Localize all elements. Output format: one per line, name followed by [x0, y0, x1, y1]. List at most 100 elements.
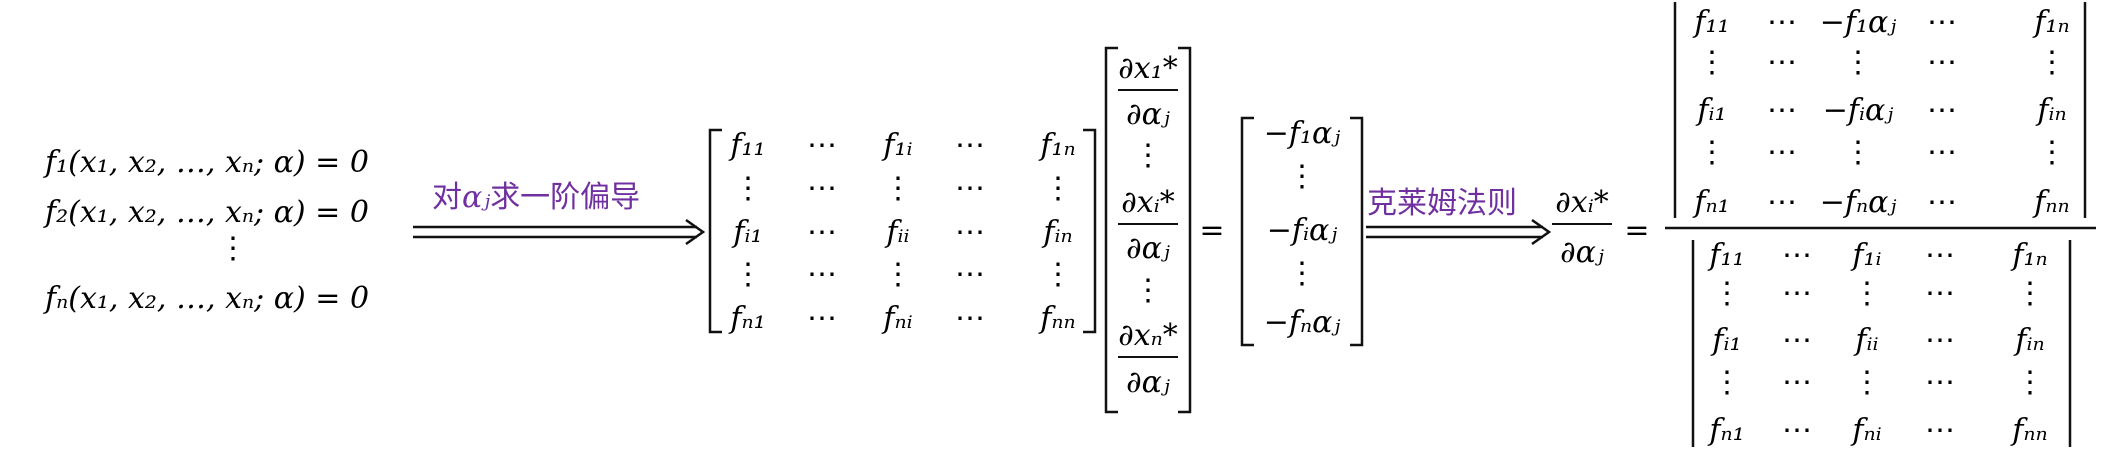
arrow2-label: 克莱姆法则	[1367, 186, 1517, 221]
arrow1-label-post: 求一阶偏导	[490, 180, 640, 215]
num-det-cell-r5-c1: fₙ₁	[1692, 185, 1729, 220]
num-det-cell-r4-c5: ⋮	[2037, 135, 2067, 170]
arrow1-label: 对αⱼ求一阶偏导	[432, 180, 640, 215]
arrow-differentiate: 对αⱼ求一阶偏导	[413, 180, 706, 246]
den-det-cell-r5-c4: ⋯	[1925, 413, 1955, 448]
jacobian-cell-r4-c2: ⋯	[807, 257, 837, 292]
unknown-i-denominator: ∂αⱼ	[1126, 231, 1170, 266]
den-det-cell-r3-c4: ⋯	[1925, 323, 1955, 358]
equation-n: fₙ(x₁, x₂, …, xₙ; α) = 0	[43, 281, 369, 316]
unknown-1-denominator: ∂αⱼ	[1126, 97, 1170, 132]
num-det-cell-r1-c4: ⋯	[1927, 5, 1957, 40]
jacobian-cell-r3-c1: fᵢ₁	[731, 215, 762, 250]
result-derivative: ∂xᵢ* ∂αⱼ	[1552, 185, 1612, 270]
den-det-cell-r1-c2: ⋯	[1782, 238, 1812, 273]
den-det-cells: f₁₁ ⋯ f₁ᵢ ⋯ f₁ₙ⋮ ⋯ ⋮ ⋯ ⋮fᵢ₁ ⋯ fᵢᵢ ⋯ fᵢₙ⋮ ⋯ ⋮ ⋯ ⋮fₙ₁ ⋯ fₙᵢ ⋯…	[1707, 238, 2047, 448]
den-det-cell-r5-c3: fₙᵢ	[1850, 413, 1881, 448]
equation-system: f₁(x₁, x₂, …, xₙ; α) = 0 f₂(x₁, x₂, …, x…	[43, 145, 369, 316]
unknown-left-bracket	[1104, 46, 1118, 414]
denominator-determinant: f₁₁ ⋯ f₁ᵢ ⋯ f₁ₙ⋮ ⋯ ⋮ ⋯ ⋮fᵢ₁ ⋯ fᵢᵢ ⋯ fᵢₙ⋮ ⋯ ⋮ ⋯ ⋮fₙ₁ ⋯ fₙᵢ ⋯…	[1691, 238, 2072, 448]
num-det-cell-r2-c4: ⋯	[1927, 45, 1957, 80]
unknown-n-denominator: ∂αⱼ	[1126, 365, 1170, 400]
num-det-cell-r3-c3: −fᵢαⱼ	[1823, 93, 1894, 128]
equation-2: f₂(x₁, x₂, …, xₙ; α) = 0	[43, 195, 369, 230]
equals-sign-2: =	[1624, 213, 1649, 248]
num-det-cell-r2-c2: ⋯	[1767, 45, 1797, 80]
num-det-cell-r2-c5: ⋮	[2037, 45, 2067, 80]
den-det-cell-r4-c3: ⋮	[1852, 365, 1882, 400]
num-det-cell-r4-c3: ⋮	[1843, 135, 1873, 170]
den-det-cell-r4-c1: ⋮	[1712, 365, 1742, 400]
rhs-row-1: −f₁αⱼ	[1264, 116, 1341, 151]
den-det-cell-r2-c4: ⋯	[1925, 276, 1955, 311]
jacobian-cell-r2-c1: ⋮	[733, 171, 763, 206]
jacobian-cell-r5-c5: fₙₙ	[1038, 301, 1075, 336]
den-det-cell-r4-c2: ⋯	[1782, 365, 1812, 400]
arrow-cramer: 克莱姆法则	[1366, 186, 1552, 246]
num-det-cell-r5-c2: ⋯	[1767, 185, 1797, 220]
num-det-cell-r1-c5: f₁ₙ	[2032, 5, 2069, 40]
jacobian-cell-r5-c4: ⋯	[955, 301, 985, 336]
num-det-cell-r3-c1: fᵢ₁	[1695, 93, 1726, 128]
den-det-cell-r1-c1: f₁₁	[1707, 238, 1744, 273]
equation-1: f₁(x₁, x₂, …, xₙ; α) = 0	[43, 145, 369, 180]
jacobian-cell-r3-c3: fᵢᵢ	[884, 215, 909, 250]
jacobian-left-bracket	[708, 128, 722, 334]
numerator-determinant: f₁₁ ⋯ −f₁αⱼ ⋯ f₁ₙ ⋮ ⋯ ⋮ ⋯ ⋮ fᵢ₁ ⋯ −fᵢαⱼ ⋯ fᵢₙ ⋮ ⋯ ⋮ ⋯ ⋮ fₙ₁ ⋯…	[1673, 2, 2087, 220]
num-det-cell-r1-c3: −f₁αⱼ	[1820, 5, 1897, 40]
num-det-cell-r2-c1: ⋮	[1697, 45, 1727, 80]
result-numerator: ∂xᵢ*	[1555, 185, 1608, 220]
den-det-cell-r2-c1: ⋮	[1712, 276, 1742, 311]
den-det-cell-r1-c3: f₁ᵢ	[1850, 238, 1881, 273]
jacobian-cell-r2-c3: ⋮	[883, 171, 913, 206]
unknown-1-numerator: ∂x₁*	[1118, 51, 1177, 86]
unknown-n-numerator: ∂xₙ*	[1118, 318, 1178, 353]
jacobian-cell-r2-c4: ⋯	[955, 171, 985, 206]
rhs-dots-1: ⋮	[1287, 159, 1317, 194]
num-det-cell-r5-c4: ⋯	[1927, 185, 1957, 220]
unknown-vector: ∂x₁* ∂αⱼ ⋮ ∂xᵢ* ∂αⱼ ⋮ ∂xₙ* ∂αⱼ	[1104, 46, 1192, 414]
jacobian-cell-r1-c3: f₁ᵢ	[881, 128, 912, 163]
rhs-dots-2: ⋮	[1287, 256, 1317, 291]
rhs-left-bracket	[1240, 116, 1254, 347]
num-det-cell-r3-c2: ⋯	[1767, 93, 1797, 128]
jacobian-cell-r5-c2: ⋯	[807, 301, 837, 336]
arrow1-label-pre: 对	[432, 180, 462, 215]
den-det-cell-r3-c1: fᵢ₁	[1710, 323, 1741, 358]
den-det-cell-r3-c3: fᵢᵢ	[1853, 323, 1878, 358]
unknown-i-numerator: ∂xᵢ*	[1121, 185, 1174, 220]
arrow1-label-symbol: αⱼ	[462, 180, 490, 215]
jacobian-cell-r1-c1: f₁₁	[728, 128, 765, 163]
num-det-cell-r5-c3: −fₙαⱼ	[1820, 185, 1897, 220]
rhs-vector: −f₁αⱼ ⋮ −fᵢαⱼ ⋮ −fₙαⱼ	[1240, 116, 1364, 347]
den-det-cell-r4-c5: ⋮	[2015, 365, 2045, 400]
den-det-cell-r5-c5: fₙₙ	[2010, 413, 2047, 448]
jacobian-cell-r4-c3: ⋮	[883, 257, 913, 292]
equation-ellipsis: ⋮	[218, 231, 248, 266]
jacobian-matrix: f₁₁ ⋯ f₁ᵢ ⋯ f₁ₙ ⋮ ⋯ ⋮ ⋯ ⋮ fᵢ₁ ⋯ fᵢᵢ ⋯ fᵢₙ ⋮ ⋯ ⋮ ⋯ ⋮ fₙ₁ ⋯ fₙᵢ ⋯…	[708, 128, 1097, 336]
unknown-dots-1: ⋮	[1133, 138, 1163, 173]
num-det-cell-r4-c2: ⋯	[1767, 135, 1797, 170]
jacobian-cell-r5-c3: fₙᵢ	[881, 301, 912, 336]
jacobian-cell-r1-c5: f₁ₙ	[1038, 128, 1075, 163]
den-det-cell-r2-c5: ⋮	[2015, 276, 2045, 311]
jacobian-cell-r4-c4: ⋯	[955, 257, 985, 292]
num-det-cell-r3-c4: ⋯	[1927, 93, 1957, 128]
unknown-right-bracket	[1178, 46, 1192, 414]
den-det-cell-r1-c5: f₁ₙ	[2010, 238, 2047, 273]
jacobian-cell-r5-c1: fₙ₁	[728, 301, 765, 336]
unknown-dots-2: ⋮	[1133, 273, 1163, 308]
den-det-cell-r2-c3: ⋮	[1852, 276, 1882, 311]
den-det-cell-r5-c2: ⋯	[1782, 413, 1812, 448]
jacobian-cell-r1-c2: ⋯	[807, 128, 837, 163]
arrow2-head	[1531, 218, 1552, 246]
num-det-cell-r1-c2: ⋯	[1767, 5, 1797, 40]
den-det-cell-r5-c1: fₙ₁	[1707, 413, 1744, 448]
jacobian-cell-r2-c2: ⋯	[807, 171, 837, 206]
den-det-cell-r1-c4: ⋯	[1925, 238, 1955, 273]
jacobian-cell-r1-c4: ⋯	[955, 128, 985, 163]
num-det-cells: f₁₁ ⋯ −f₁αⱼ ⋯ f₁ₙ ⋮ ⋯ ⋮ ⋯ ⋮ fᵢ₁ ⋯ −fᵢαⱼ ⋯ fᵢₙ ⋮ ⋯ ⋮ ⋯ ⋮ fₙ₁ ⋯…	[1692, 5, 2069, 220]
num-det-cell-r1-c1: f₁₁	[1692, 5, 1729, 40]
jacobian-cell-r4-c1: ⋮	[733, 257, 763, 292]
